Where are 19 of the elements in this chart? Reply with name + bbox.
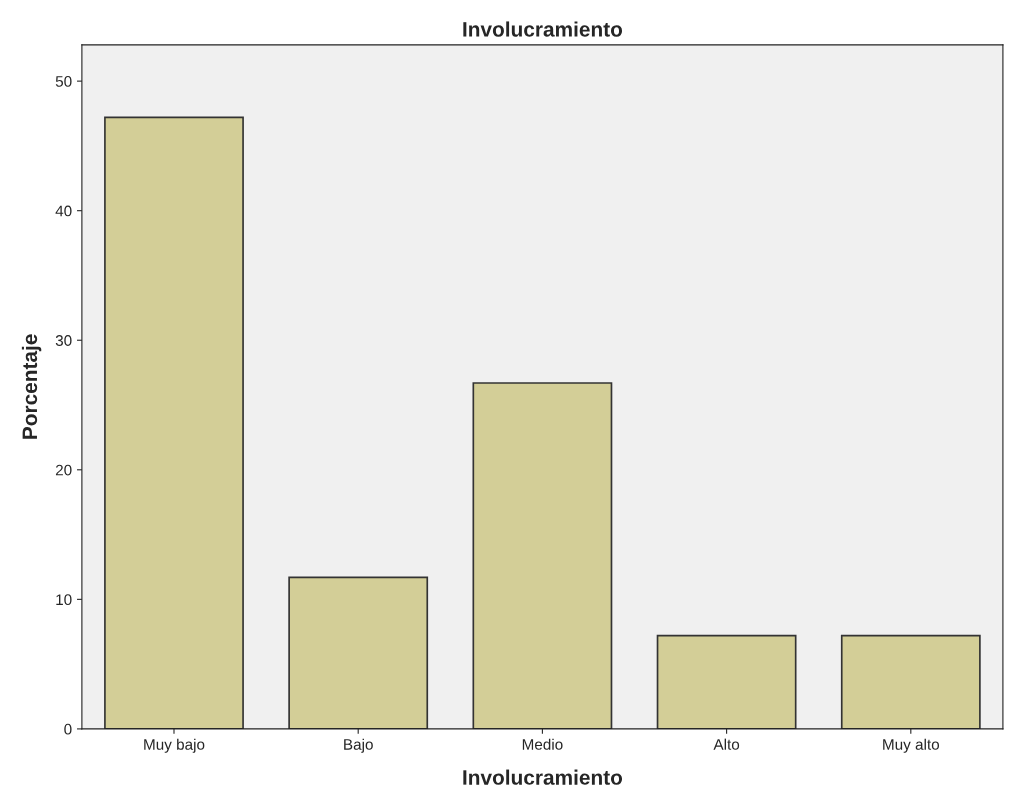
bar — [104, 116, 244, 729]
bar — [840, 634, 981, 729]
x-tick-label: Bajo — [344, 738, 373, 753]
y-tick-label: 30 — [55, 335, 72, 346]
bar — [656, 634, 797, 729]
y-tick-label: 20 — [55, 464, 72, 476]
y-tick-label: 40 — [55, 205, 72, 217]
y-tick-label: 0 — [64, 723, 72, 735]
bar — [472, 382, 613, 729]
x-tick-label: Muy bajo — [144, 738, 205, 753]
x-tick-label: Muy alto — [883, 738, 940, 753]
bar — [288, 576, 429, 729]
chart-title: Involucramiento — [463, 21, 623, 37]
x-tick-label: Alto — [713, 738, 740, 750]
y-axis-title: Porcentaje — [21, 334, 42, 439]
y-tick-label: 10 — [56, 594, 72, 606]
x-axis-title: Involucramiento — [463, 769, 623, 785]
y-tick-label: 50 — [55, 76, 72, 87]
x-tick-label: Medio — [522, 738, 563, 750]
